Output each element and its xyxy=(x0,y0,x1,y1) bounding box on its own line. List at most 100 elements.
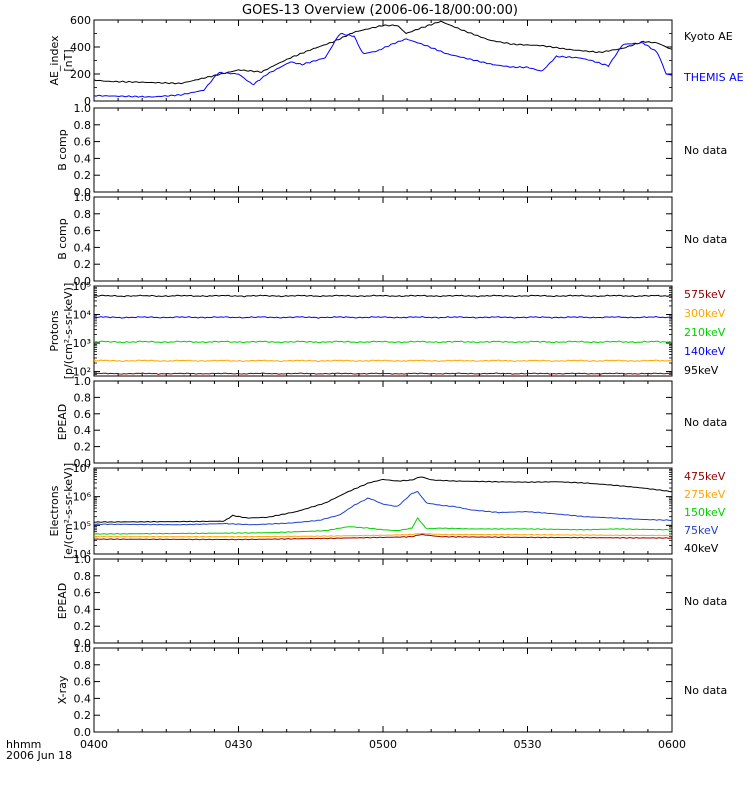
panel-frame xyxy=(93,285,673,377)
y-tick-label: 200 xyxy=(70,68,91,81)
y-tick-label: 0.4 xyxy=(74,241,92,254)
y-tick-label: 0 xyxy=(84,95,91,108)
y-tick-label: 0.6 xyxy=(74,408,92,421)
y-tick-label: 0.8 xyxy=(74,119,92,132)
y-tick-label: 1.0 xyxy=(74,191,92,204)
y-axis-label: B comp xyxy=(56,218,69,260)
series-line-kyoto-ae xyxy=(93,20,673,85)
y-tick-label: 10⁵ xyxy=(73,519,91,532)
y-tick-label: 0.2 xyxy=(74,620,92,633)
x-tick-label: 0530 xyxy=(514,738,542,751)
y-tick-label: 1.0 xyxy=(74,375,92,388)
y-tick-label: 0.4 xyxy=(74,692,92,705)
y-axis-label: [nT] xyxy=(62,49,75,71)
y-tick-label: 1.0 xyxy=(74,102,92,115)
y-axis-label: B comp xyxy=(56,129,69,171)
y-tick-label: 0.0 xyxy=(74,726,92,739)
legend-entry-40kev: 40keV xyxy=(684,542,719,555)
y-tick-label: 600 xyxy=(70,14,91,27)
y-axis-label: [e/(cm²-s-sr-keV)] xyxy=(62,463,75,559)
legend-entry-kyoto-ae: Kyoto AE xyxy=(684,30,733,43)
x-tick-label: 0600 xyxy=(658,738,686,751)
series-line-themis-ae xyxy=(93,32,673,98)
y-tick-label: 0.6 xyxy=(74,587,92,600)
series-line-140kev xyxy=(93,315,673,319)
y-tick-label: 10² xyxy=(73,366,91,379)
y-tick-label: 1.0 xyxy=(74,553,92,566)
y-tick-label: 0.0 xyxy=(74,186,92,199)
panel-protons: 10² 10³ 10⁴ 10⁵ Protons [p/(cm²-s-sr-keV)] 575… xyxy=(48,280,726,379)
y-tick-label: 0.2 xyxy=(74,169,92,182)
series-line-75kev xyxy=(93,490,673,526)
x-tick-label: 0400 xyxy=(80,738,108,751)
legend-entry-75kev: 75keV xyxy=(684,524,719,537)
no-data-note: No data xyxy=(684,416,727,429)
series-line-210kev xyxy=(93,340,673,344)
y-axis-label: X-ray xyxy=(56,675,69,704)
series-line-95kev xyxy=(93,294,673,298)
series-line-300kev xyxy=(93,359,673,363)
y-axis-label: [p/(cm²-s-sr-keV)] xyxy=(62,283,75,380)
panel-epead2: 0.0 0.2 0.4 0.6 0.8 1.0 EPEAD No data xyxy=(56,553,727,650)
y-axis-label: EPEAD xyxy=(56,583,69,620)
panel-frame xyxy=(93,647,673,733)
y-tick-label: 0.0 xyxy=(74,637,92,650)
y-tick-label: 0.6 xyxy=(74,225,92,238)
panel-epead1: 0.0 0.2 0.4 0.6 0.8 1.0 EPEAD No data xyxy=(56,375,727,470)
no-data-note: No data xyxy=(684,684,727,697)
series-line-40kev xyxy=(93,476,673,523)
time-axis: 0400 0430 0500 0530 0600 xyxy=(80,738,686,751)
panel-frame xyxy=(93,196,673,282)
y-axis-label: AE_index xyxy=(48,35,61,86)
figure-title: GOES-13 Overview (2006-06-18/00:00:00) xyxy=(242,3,518,18)
y-tick-label: 0.2 xyxy=(74,709,92,722)
y-tick-label: 0.6 xyxy=(74,676,92,689)
y-tick-label: 0.8 xyxy=(74,208,92,221)
y-axis-label: Protons xyxy=(48,310,61,351)
legend-entry-575kev: 575keV xyxy=(684,288,726,301)
y-tick-label: 0.2 xyxy=(74,258,92,271)
y-tick-label: 0.6 xyxy=(74,136,92,149)
x-tick-label: 0500 xyxy=(369,738,397,751)
panel-frame xyxy=(93,107,673,193)
panel-bcomp2: 0.0 0.2 0.4 0.6 0.8 1.0 B comp No data xyxy=(56,191,727,288)
panel-frame xyxy=(93,19,673,102)
panel-bcomp1: 0.0 0.2 0.4 0.6 0.8 1.0 B comp No data xyxy=(56,102,727,199)
x-tick-label: 0430 xyxy=(225,738,253,751)
y-tick-label: 0.0 xyxy=(74,457,92,470)
y-tick-label: 10³ xyxy=(73,337,91,350)
panel-frame xyxy=(93,558,673,644)
series-line-575kev xyxy=(93,372,673,375)
y-tick-label: 0.4 xyxy=(74,603,92,616)
panel-frame xyxy=(93,380,673,464)
time-axis-title-line1: hhmm xyxy=(6,738,41,751)
legend-entry-475kev: 475keV xyxy=(684,470,726,483)
y-tick-label: 400 xyxy=(70,41,91,54)
series-line-150kev xyxy=(93,516,673,535)
y-tick-label: 10⁷ xyxy=(73,462,91,475)
legend-entry-210kev: 210keV xyxy=(684,326,726,339)
y-tick-label: 0.4 xyxy=(74,152,92,165)
y-tick-label: 0.0 xyxy=(74,275,92,288)
panel-ae: 0 200 400 600 AE_index [nT] Kyoto AE THEMIS AE xyxy=(48,14,744,108)
series-line-275kev xyxy=(93,532,673,538)
y-tick-label: 0.8 xyxy=(74,570,92,583)
time-axis-title-line2: 2006 Jun 18 xyxy=(6,749,72,762)
panel-electrons: 10⁴ 10⁵ 10⁶ 10⁷ Electrons [e/(cm²-s-sr-keV)] 4… xyxy=(48,462,726,561)
no-data-note: No data xyxy=(684,595,727,608)
no-data-note: No data xyxy=(684,233,727,246)
y-tick-label: 10⁴ xyxy=(73,309,92,322)
y-tick-label: 0.8 xyxy=(74,659,92,672)
y-axis-label: Electrons xyxy=(48,485,61,536)
y-tick-label: 10⁵ xyxy=(73,280,91,293)
y-tick-label: 10⁴ xyxy=(73,548,92,561)
legend-entry-140kev: 140keV xyxy=(684,345,726,358)
no-data-note: No data xyxy=(684,144,727,157)
legend-entry-themis-ae: THEMIS AE xyxy=(683,71,744,84)
y-axis-label: EPEAD xyxy=(56,404,69,441)
y-tick-label: 10⁶ xyxy=(73,491,92,504)
y-tick-label: 0.4 xyxy=(74,424,92,437)
legend-entry-150kev: 150keV xyxy=(684,506,726,519)
legend-entry-95kev: 95keV xyxy=(684,364,719,377)
